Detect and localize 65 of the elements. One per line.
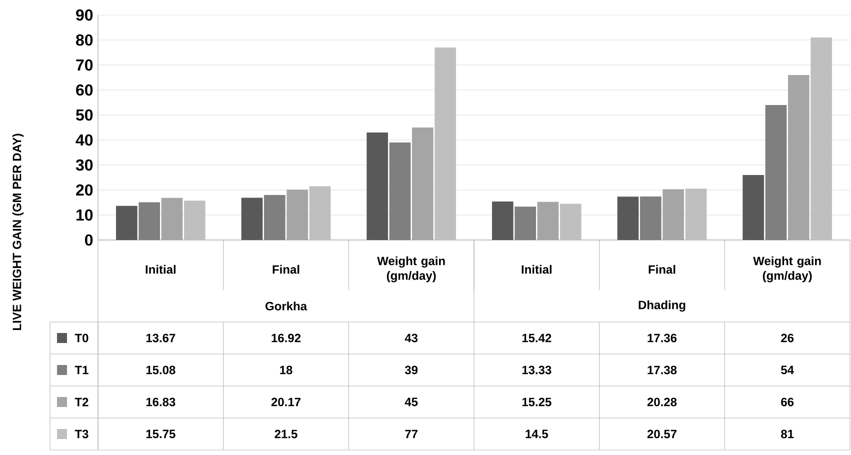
y-tick-label: 0 [85, 234, 93, 246]
legend-label: T3 [74, 430, 88, 438]
bar [617, 196, 639, 240]
bar [241, 198, 263, 240]
data-label: 17.38 [648, 366, 677, 374]
x-tick-label: Weight gain (gm/day) [377, 256, 445, 282]
bar [389, 142, 411, 240]
y-tick-label: 70 [76, 59, 93, 71]
data-label: 15.75 [146, 430, 176, 438]
data-label: 15.42 [522, 334, 552, 342]
bar [560, 204, 582, 240]
y-tick-label: 30 [76, 159, 93, 171]
y-tick-label: 80 [76, 34, 93, 46]
bar [366, 132, 388, 240]
bar [264, 195, 286, 240]
y-tick-label: 90 [76, 9, 93, 21]
bar [742, 175, 764, 240]
x-tick-label: Final [648, 264, 676, 274]
data-label: 15.25 [522, 398, 552, 406]
bar [138, 202, 160, 240]
bar [116, 206, 138, 240]
bar [685, 188, 707, 240]
data-label: 20.28 [647, 398, 677, 406]
data-label: 77 [405, 430, 418, 438]
data-label: 17.36 [648, 334, 677, 342]
y-tick-label: 60 [76, 84, 93, 96]
bar [640, 196, 662, 240]
bar [309, 186, 331, 240]
data-label: 20.17 [271, 398, 300, 406]
data-label: 54 [781, 366, 794, 374]
x-tick-label: Final [272, 264, 300, 274]
bar [810, 38, 832, 240]
data-label: 16.92 [272, 334, 301, 342]
legend-label: T0 [74, 334, 88, 342]
data-label: 13.33 [522, 366, 552, 374]
data-label: 14.5 [526, 430, 548, 438]
data-label: 43 [404, 334, 418, 342]
data-label: 45 [404, 398, 418, 406]
bar [514, 206, 536, 240]
bar [492, 201, 514, 240]
legend-label: T1 [74, 366, 88, 374]
legend-label: T2 [74, 398, 88, 406]
y-tick-label: 10 [76, 209, 93, 221]
text: Dhading [638, 300, 686, 312]
x-tick-label: Initial [146, 264, 176, 274]
y-axis-title: LIVE WEIGHT GAIN (GM PER DAY) [12, 134, 24, 330]
data-label: 16.83 [146, 398, 176, 406]
text: Gorkha [266, 302, 308, 310]
x-tick-label: Weight gain (gm/day) [753, 256, 821, 282]
bar [184, 200, 206, 240]
data-label: 66 [781, 398, 794, 406]
data-label: 39 [404, 366, 418, 374]
bar [434, 48, 456, 240]
data-label: 13.67 [146, 334, 176, 342]
data-label: 81 [781, 430, 794, 438]
bar [765, 105, 787, 240]
y-tick-label: 20 [76, 184, 93, 196]
y-tick-label: 50 [76, 109, 93, 121]
y-tick-label: 40 [76, 134, 93, 146]
data-label: 15.08 [146, 366, 176, 374]
data-label: 18 [280, 366, 292, 374]
data-label: 21.5 [274, 430, 298, 438]
data-label: 20.57 [647, 430, 676, 438]
x-tick-label: Initial [522, 264, 552, 274]
data-label: 26 [781, 334, 794, 342]
